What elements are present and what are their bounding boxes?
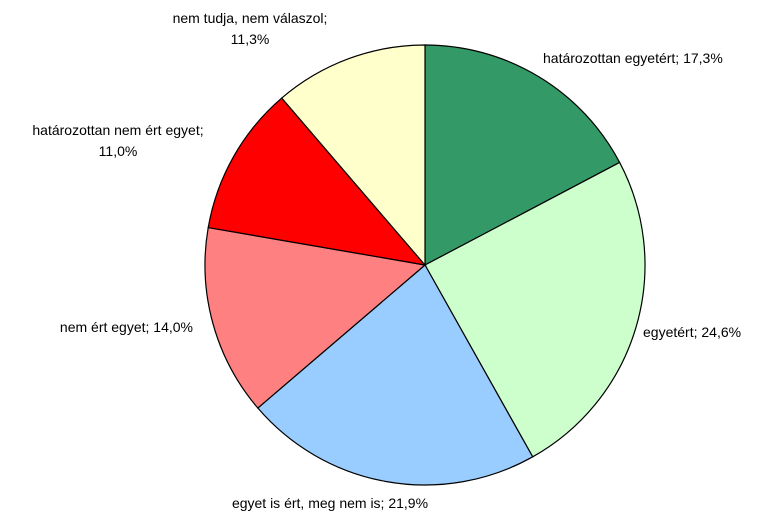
label-category: egyetért; (643, 324, 697, 340)
pie-slice (280, 44, 426, 267)
pie-slice (204, 226, 427, 409)
data-label: nem tudja, nem válaszol; 11,3% (173, 10, 328, 47)
label-value: 17,3% (683, 50, 723, 66)
pie-slice (207, 97, 427, 266)
label-category: határozottan nem ért egyet; (32, 122, 203, 138)
label-category: nem tudja, nem válaszol; (173, 10, 328, 26)
label-value: 24,6% (701, 324, 741, 340)
label-value: 11,3% (231, 31, 270, 47)
label-category: határozottan egyetért; (543, 50, 679, 66)
data-label: határozottan nem ért egyet; 11,0% (32, 122, 203, 159)
label-value: 14,0% (153, 319, 193, 335)
label-category: egyet is ért, meg nem is; (232, 495, 385, 511)
data-label: egyet is ért, meg nem is; 21,9% (232, 495, 428, 511)
data-label: nem ért egyet; 14,0% (60, 319, 193, 335)
label-category: nem ért egyet; (60, 319, 150, 335)
pie-slice (256, 264, 534, 486)
data-label: egyetért; 24,6% (643, 324, 741, 340)
pie-slice (424, 161, 646, 458)
pie-slice (424, 44, 621, 266)
label-value: 11,0% (99, 143, 138, 159)
data-label: határozottan egyetért; 17,3% (543, 50, 723, 66)
label-value: 21,9% (388, 495, 428, 511)
